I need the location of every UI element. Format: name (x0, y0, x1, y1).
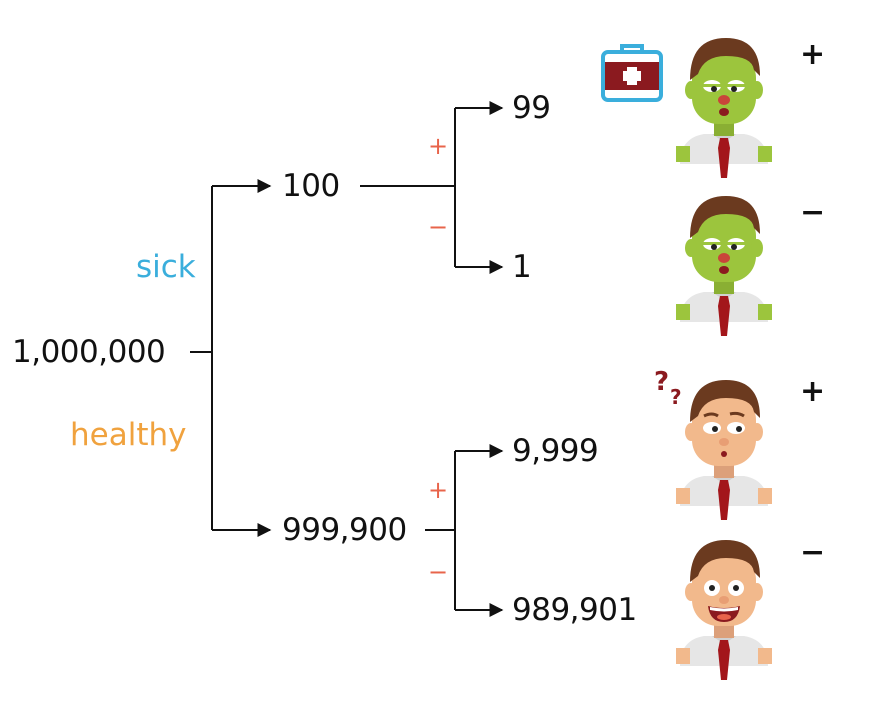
happy-healthy-patient-icon (676, 540, 772, 680)
sick-branch-label: sick (136, 249, 196, 285)
result-sign-3: + (800, 374, 826, 409)
question-marks-icon: ? ? (654, 367, 682, 408)
healthy-count: 999,900 (282, 512, 407, 548)
svg-text:?: ? (654, 367, 669, 397)
first-aid-kit-icon (601, 44, 663, 102)
root-count: 1,000,000 (12, 334, 166, 370)
sick-patient-icon (676, 196, 772, 336)
svg-text:?: ? (670, 385, 682, 408)
result-sign-1: + (800, 37, 826, 72)
healthy-positive-count: 9,999 (512, 433, 599, 469)
sick-patient-icon (676, 38, 772, 178)
healthy-branch-label: healthy (70, 417, 187, 453)
healthy-negative-test-marker: − (428, 558, 449, 586)
sick-count: 100 (282, 168, 340, 204)
sick-positive-test-marker: + (428, 132, 449, 160)
sick-positive-count: 99 (512, 90, 551, 126)
sick-negative-test-marker: − (428, 213, 449, 241)
result-sign-4: − (800, 535, 826, 570)
confused-healthy-patient-icon (676, 380, 772, 520)
healthy-positive-test-marker: + (428, 476, 449, 504)
healthy-negative-count: 989,901 (512, 592, 637, 628)
sick-negative-count: 1 (512, 249, 532, 285)
result-sign-2: − (800, 195, 826, 230)
